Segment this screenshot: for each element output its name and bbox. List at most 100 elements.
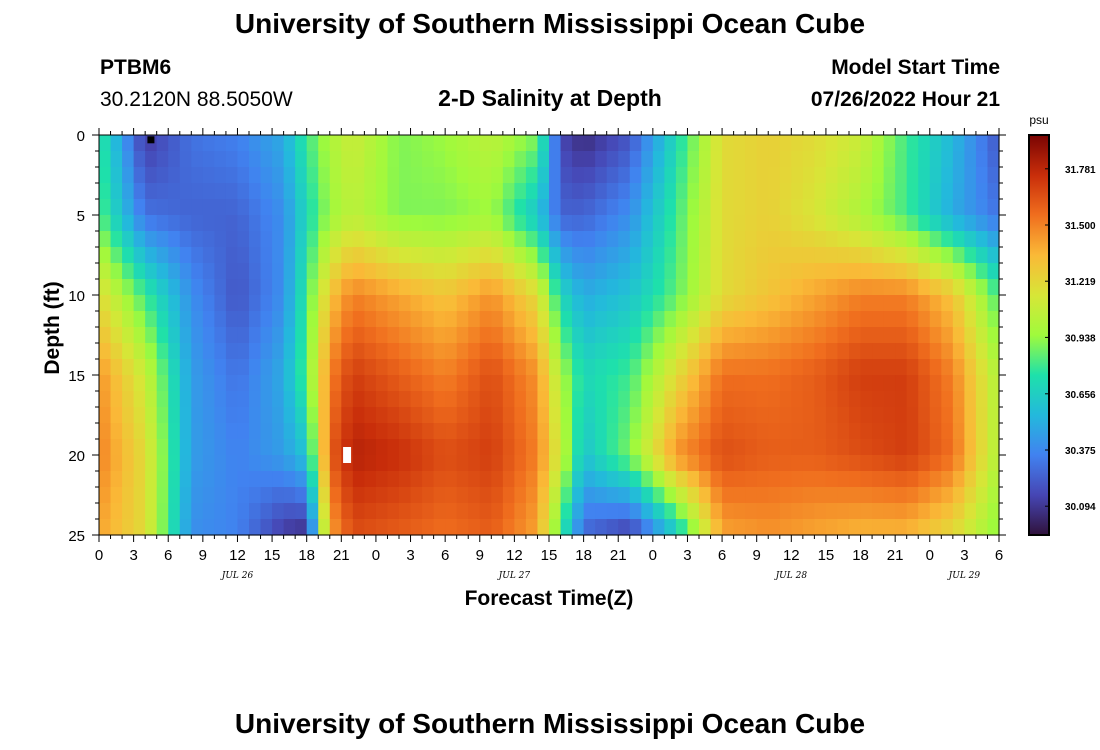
heatmap-cell	[618, 151, 631, 168]
heatmap-cell	[745, 151, 758, 168]
heatmap-cell	[606, 215, 619, 232]
heatmap-cell	[329, 247, 342, 264]
heatmap-cell	[733, 439, 746, 456]
heatmap-cell	[733, 359, 746, 376]
heatmap-cell	[618, 423, 631, 440]
heatmap-cell	[641, 487, 654, 504]
heatmap-cell	[941, 455, 954, 472]
heatmap-cell	[479, 519, 492, 536]
heatmap-cell	[168, 391, 181, 408]
heatmap-cell	[779, 151, 792, 168]
heatmap-cell	[375, 151, 389, 168]
heatmap-cell	[110, 439, 123, 456]
heatmap-cell	[237, 215, 250, 232]
heatmap-cell	[272, 439, 285, 456]
heatmap-cell	[664, 503, 677, 520]
heatmap-cell	[445, 343, 458, 360]
heatmap-cell	[387, 391, 400, 408]
heatmap-cell	[952, 375, 965, 392]
heatmap-cell	[883, 327, 896, 344]
heatmap-cell	[214, 295, 227, 312]
heatmap-cell	[387, 455, 400, 472]
heatmap-cell	[756, 455, 769, 472]
heatmap-cell	[629, 343, 642, 360]
heatmap-cell	[756, 263, 769, 280]
heatmap-cell	[733, 487, 746, 504]
heatmap-cell	[422, 311, 435, 328]
heatmap-cell	[837, 215, 850, 232]
heatmap-cell	[849, 471, 862, 488]
x-tick-label: 6	[718, 547, 726, 564]
heatmap-cell	[502, 487, 515, 504]
heatmap-cell	[514, 263, 527, 280]
heatmap-cell	[595, 247, 608, 264]
heatmap-cell	[272, 359, 285, 376]
heatmap-cell	[802, 503, 815, 520]
heatmap-cell	[802, 311, 815, 328]
heatmap-cell	[202, 423, 215, 440]
heatmap-cell	[318, 183, 331, 200]
x-tick-label: 18	[575, 547, 592, 564]
heatmap-cell	[502, 343, 515, 360]
heatmap-cell	[272, 503, 285, 520]
heatmap-cell	[722, 231, 735, 248]
heatmap-cell	[260, 423, 273, 440]
heatmap-cell	[295, 343, 308, 360]
heatmap-cell	[825, 135, 839, 152]
heatmap-cell	[952, 151, 965, 168]
heatmap-cell	[168, 231, 181, 248]
heatmap-cell	[583, 215, 596, 232]
heatmap-cell	[629, 151, 642, 168]
heatmap-cell	[952, 215, 965, 232]
heatmap-cell	[145, 423, 158, 440]
heatmap-cell	[202, 503, 215, 520]
heatmap-cell	[964, 471, 977, 488]
heatmap-cell	[733, 391, 746, 408]
x-tick-label: 9	[476, 547, 484, 564]
heatmap-cell	[318, 231, 331, 248]
heatmap-cell	[202, 295, 215, 312]
heatmap-cell	[791, 343, 804, 360]
heatmap-cell	[641, 151, 654, 168]
heatmap-cell	[549, 343, 562, 360]
heatmap-cell	[283, 455, 296, 472]
heatmap-cell	[675, 311, 689, 328]
heatmap-cell	[929, 135, 942, 152]
heatmap-cell	[122, 487, 135, 504]
heatmap-cell	[341, 327, 354, 344]
heatmap-cell	[525, 471, 539, 488]
heatmap-cell	[525, 343, 539, 360]
heatmap-cell	[491, 439, 504, 456]
heatmap-cell	[837, 359, 850, 376]
heatmap-cell	[595, 407, 608, 424]
heatmap-cell	[352, 487, 365, 504]
heatmap-cell	[756, 391, 769, 408]
heatmap-cell	[283, 151, 296, 168]
heatmap-cell	[583, 183, 596, 200]
heatmap-cell	[122, 215, 135, 232]
heatmap-cell	[745, 231, 758, 248]
heatmap-cell	[225, 279, 239, 296]
heatmap-cell	[549, 295, 562, 312]
heatmap-cell	[537, 343, 550, 360]
heatmap-cell	[572, 231, 585, 248]
heatmap-cell	[537, 151, 550, 168]
heatmap-cell	[295, 247, 308, 264]
heatmap-cell	[595, 167, 608, 184]
heatmap-cell	[549, 439, 562, 456]
heatmap-cell	[237, 231, 250, 248]
heatmap-cell	[156, 231, 169, 248]
heatmap-cell	[883, 167, 896, 184]
heatmap-cell	[445, 487, 458, 504]
heatmap-cell	[560, 231, 573, 248]
heatmap-cell	[629, 359, 642, 376]
heatmap-cell	[375, 519, 389, 536]
heatmap-cell	[583, 311, 596, 328]
heatmap-cell	[675, 151, 689, 168]
heatmap-cell	[872, 311, 885, 328]
heatmap-cell	[618, 519, 631, 536]
x-tick-label: 12	[783, 547, 800, 564]
heatmap-cell	[179, 375, 192, 392]
heatmap-cell	[987, 375, 1000, 392]
heatmap-cell	[479, 439, 492, 456]
